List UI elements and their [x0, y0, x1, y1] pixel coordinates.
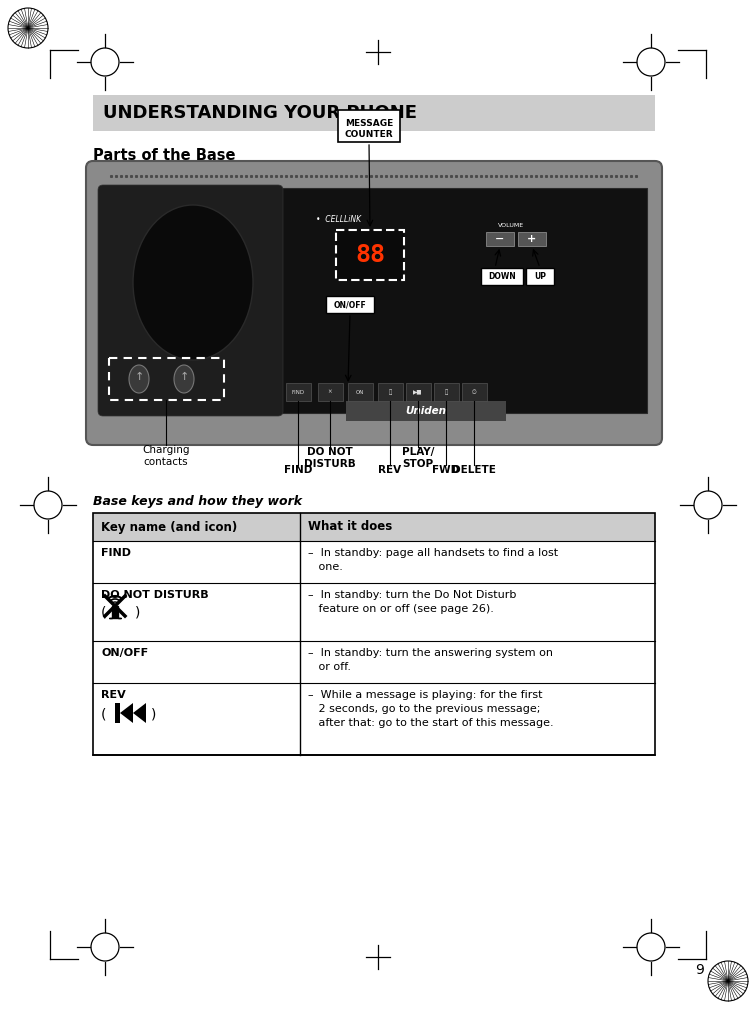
- Text: FIND: FIND: [291, 389, 305, 395]
- Text: 88: 88: [355, 243, 385, 267]
- Text: Charging
contacts: Charging contacts: [142, 445, 190, 467]
- Text: −: −: [495, 234, 505, 244]
- Text: ): ): [135, 605, 141, 619]
- Text: Parts of the Base: Parts of the Base: [93, 148, 236, 163]
- Text: after that: go to the start of this message.: after that: go to the start of this mess…: [308, 718, 553, 728]
- Text: Base keys and how they work: Base keys and how they work: [93, 495, 302, 508]
- Ellipse shape: [129, 365, 149, 393]
- Text: 2 seconds, go to the previous message;: 2 seconds, go to the previous message;: [308, 704, 541, 714]
- Text: –  While a message is playing: for the first: – While a message is playing: for the fi…: [308, 690, 543, 700]
- Text: Key name (and icon): Key name (and icon): [101, 521, 237, 534]
- Text: ⏭: ⏭: [445, 389, 448, 395]
- Bar: [462, 383, 487, 401]
- Bar: [481, 268, 523, 285]
- Text: FIND: FIND: [284, 465, 312, 475]
- Text: ON/OFF: ON/OFF: [333, 300, 367, 309]
- Bar: [101, 188, 647, 413]
- Bar: [486, 232, 514, 246]
- Bar: [518, 232, 546, 246]
- Polygon shape: [120, 703, 133, 723]
- Text: ▶■: ▶■: [414, 389, 423, 395]
- Text: one.: one.: [308, 562, 343, 572]
- Text: COUNTER: COUNTER: [345, 130, 393, 139]
- Bar: [286, 383, 311, 401]
- Polygon shape: [133, 703, 146, 723]
- Text: DOWN: DOWN: [488, 272, 516, 281]
- Bar: [378, 383, 403, 401]
- Text: MESSAGE: MESSAGE: [345, 119, 393, 128]
- Text: UP: UP: [534, 272, 546, 281]
- Text: REV: REV: [101, 690, 125, 700]
- Text: ON: ON: [356, 389, 364, 395]
- Polygon shape: [109, 606, 121, 618]
- Text: VOLUME: VOLUME: [498, 223, 524, 228]
- Text: ⏮: ⏮: [389, 389, 392, 395]
- Bar: [93, 513, 655, 755]
- Text: –  In standby: turn the answering system on: – In standby: turn the answering system …: [308, 648, 553, 658]
- Bar: [93, 95, 655, 131]
- Text: ∅: ∅: [472, 389, 476, 395]
- Text: (: (: [101, 707, 107, 721]
- Text: DO NOT
DISTURB: DO NOT DISTURB: [304, 447, 356, 469]
- Bar: [526, 268, 554, 285]
- Text: DO NOT DISTURB: DO NOT DISTURB: [101, 590, 209, 600]
- Text: Uniden: Uniden: [405, 406, 447, 416]
- Text: REV: REV: [379, 465, 401, 475]
- Bar: [318, 383, 343, 401]
- Bar: [434, 383, 459, 401]
- Ellipse shape: [174, 365, 194, 393]
- Text: –  In standby: page all handsets to find a lost: – In standby: page all handsets to find …: [308, 548, 558, 558]
- Text: DELETE: DELETE: [452, 465, 496, 475]
- Text: ): ): [151, 707, 156, 721]
- Text: What it does: What it does: [308, 521, 392, 534]
- Bar: [346, 401, 506, 421]
- Text: –  In standby: turn the Do Not Disturb: – In standby: turn the Do Not Disturb: [308, 590, 516, 600]
- Bar: [406, 383, 431, 401]
- Text: ↑: ↑: [179, 372, 189, 382]
- Text: ⨯: ⨯: [327, 389, 333, 395]
- Text: 9: 9: [696, 963, 705, 977]
- FancyBboxPatch shape: [98, 185, 283, 416]
- Text: UNDERSTANDING YOUR PHONE: UNDERSTANDING YOUR PHONE: [103, 104, 417, 122]
- Bar: [348, 383, 373, 401]
- Text: PLAY/
STOP: PLAY/ STOP: [401, 447, 434, 469]
- Text: ON/OFF: ON/OFF: [101, 648, 148, 658]
- Bar: [93, 513, 655, 755]
- Ellipse shape: [133, 205, 253, 360]
- Text: •  CELLLiNK: • CELLLiNK: [316, 216, 361, 224]
- FancyBboxPatch shape: [86, 161, 662, 445]
- Text: feature on or off (see page 26).: feature on or off (see page 26).: [308, 604, 494, 614]
- Text: ↑: ↑: [135, 372, 144, 382]
- Text: or off.: or off.: [308, 662, 351, 672]
- Bar: [115, 703, 120, 723]
- Text: FWD: FWD: [432, 465, 460, 475]
- Text: (: (: [101, 605, 107, 619]
- Text: +: +: [528, 234, 537, 244]
- Bar: [336, 230, 404, 281]
- Bar: [326, 296, 374, 313]
- Bar: [338, 110, 400, 142]
- Bar: [109, 358, 224, 400]
- Bar: [93, 513, 655, 541]
- Text: FIND: FIND: [101, 548, 131, 558]
